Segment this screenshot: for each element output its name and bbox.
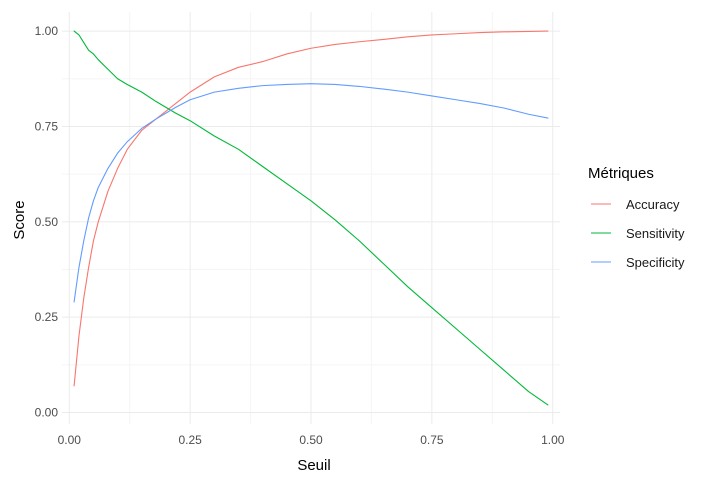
legend-label-sensitivity: Sensitivity <box>626 226 685 241</box>
legend: Métriques Accuracy Sensitivity Specificity <box>588 165 685 270</box>
x-tick-label: 0.75 <box>420 433 444 447</box>
y-axis-ticks: 0.00 0.25 0.50 0.75 1.00 <box>35 24 59 419</box>
y-tick-label: 0.75 <box>35 119 59 133</box>
x-tick-label: 0.00 <box>58 433 82 447</box>
legend-label-specificity: Specificity <box>626 255 685 270</box>
y-axis-title: Score <box>11 200 28 239</box>
x-tick-label: 0.50 <box>299 433 323 447</box>
series-line-specificity <box>73 83 549 303</box>
y-tick-label: 1.00 <box>35 24 59 38</box>
x-axis-ticks: 0.00 0.25 0.50 0.75 1.00 <box>58 433 565 447</box>
x-axis-title: Seuil <box>297 457 330 474</box>
series-lines <box>73 30 549 406</box>
y-tick-label: 0.50 <box>35 215 59 229</box>
x-tick-label: 0.25 <box>178 433 202 447</box>
x-tick-label: 1.00 <box>541 433 565 447</box>
series-line-sensitivity <box>73 30 549 406</box>
y-tick-label: 0.00 <box>35 406 59 420</box>
legend-items: Accuracy Sensitivity Specificity <box>591 197 685 270</box>
grid <box>62 12 560 424</box>
y-tick-label: 0.25 <box>35 310 59 324</box>
legend-label-accuracy: Accuracy <box>626 197 680 212</box>
series-line-accuracy <box>73 30 549 387</box>
legend-title: Métriques <box>588 165 654 182</box>
